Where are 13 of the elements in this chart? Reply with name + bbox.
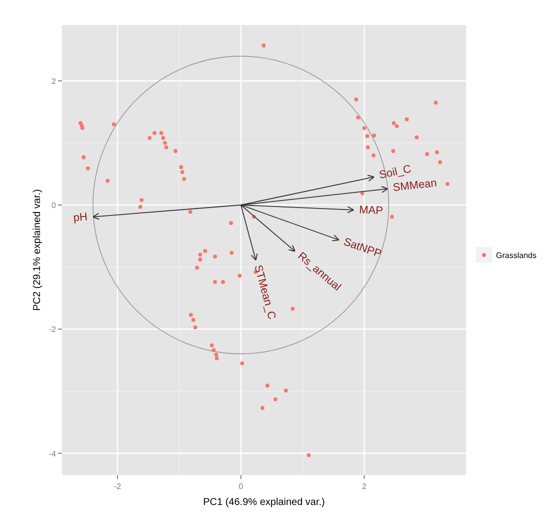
- series-label: pH: [72, 211, 88, 224]
- x-tick-label: 2: [362, 482, 367, 491]
- x-axis-title: PC1 (46.9% explained var.): [203, 497, 325, 508]
- y-tick-label: -2: [48, 325, 57, 334]
- legend-label: Grasslands: [496, 251, 536, 260]
- text: SatNPP: [342, 236, 383, 260]
- y-tick-label: 0: [52, 201, 57, 210]
- y-axis-title: PC2 (29.1% explained var.): [32, 189, 43, 311]
- y-tick-label: 2: [52, 76, 57, 86]
- y-tick-label: -4: [48, 449, 57, 458]
- series-label: MAP: [358, 204, 384, 218]
- x-tick-label: 0: [238, 482, 244, 491]
- x-tick-label: -2: [114, 482, 122, 491]
